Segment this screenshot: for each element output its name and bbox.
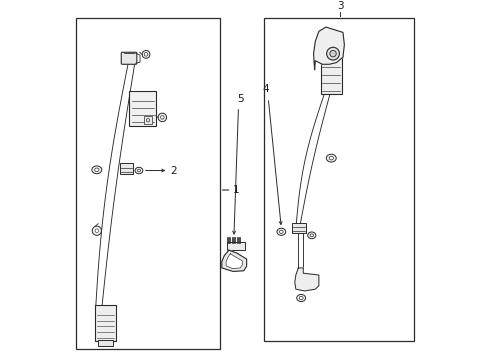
Circle shape bbox=[142, 50, 150, 58]
Circle shape bbox=[158, 113, 166, 122]
Ellipse shape bbox=[95, 168, 99, 172]
Circle shape bbox=[146, 118, 149, 122]
FancyBboxPatch shape bbox=[121, 52, 137, 64]
Ellipse shape bbox=[307, 232, 315, 239]
Ellipse shape bbox=[325, 154, 336, 162]
Bar bbox=[95, 305, 115, 341]
Circle shape bbox=[326, 47, 339, 60]
Polygon shape bbox=[222, 250, 246, 271]
Circle shape bbox=[329, 50, 336, 57]
Circle shape bbox=[144, 53, 147, 56]
Bar bbox=[292, 223, 305, 233]
Text: 5: 5 bbox=[237, 94, 244, 104]
Ellipse shape bbox=[296, 294, 305, 302]
Ellipse shape bbox=[137, 169, 140, 172]
Text: 4: 4 bbox=[263, 84, 269, 94]
Circle shape bbox=[95, 229, 99, 233]
Bar bbox=[320, 52, 341, 94]
Bar bbox=[264, 18, 414, 341]
Ellipse shape bbox=[276, 228, 285, 235]
Polygon shape bbox=[225, 254, 242, 269]
Bar bbox=[143, 116, 152, 125]
Bar bbox=[129, 91, 156, 126]
Polygon shape bbox=[294, 268, 318, 291]
Circle shape bbox=[160, 116, 164, 119]
Bar bbox=[120, 163, 133, 175]
Bar bbox=[76, 18, 219, 349]
Text: 1: 1 bbox=[233, 185, 239, 195]
Bar bbox=[98, 340, 113, 346]
Ellipse shape bbox=[135, 167, 142, 174]
Bar bbox=[227, 242, 244, 250]
Text: 2: 2 bbox=[170, 166, 176, 176]
Ellipse shape bbox=[309, 234, 313, 237]
Circle shape bbox=[92, 226, 101, 235]
Ellipse shape bbox=[279, 230, 283, 233]
Ellipse shape bbox=[328, 156, 333, 160]
Polygon shape bbox=[313, 27, 344, 69]
Ellipse shape bbox=[299, 296, 303, 300]
Text: 3: 3 bbox=[336, 1, 343, 11]
Ellipse shape bbox=[92, 166, 102, 174]
